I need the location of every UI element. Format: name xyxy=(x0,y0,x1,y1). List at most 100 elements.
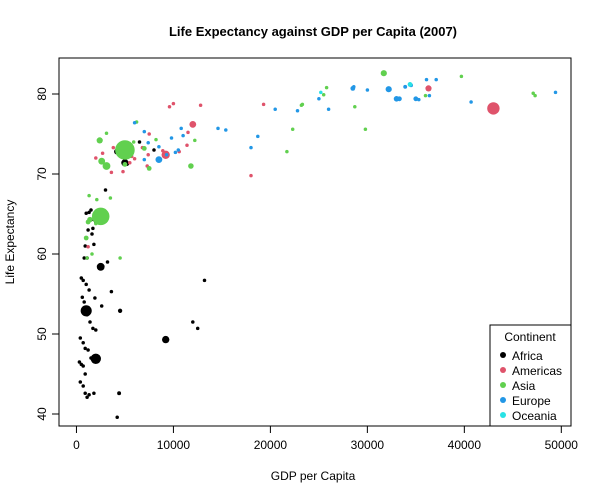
data-point xyxy=(78,380,83,384)
x-axis: 0 10000 20000 30000 40000 50000 xyxy=(73,425,579,452)
data-point xyxy=(132,157,137,161)
data-point xyxy=(176,148,181,152)
y-axis-label: Life Expectancy xyxy=(3,200,17,285)
data-point xyxy=(128,161,132,165)
data-point xyxy=(553,90,558,95)
data-point xyxy=(82,300,86,304)
data-point xyxy=(290,127,295,131)
data-point xyxy=(117,308,123,313)
data-point xyxy=(79,276,84,280)
data-point xyxy=(424,77,429,82)
data-point xyxy=(94,156,98,160)
data-point xyxy=(83,372,87,376)
chart-title: Life Expectancy against GDP per Capita (… xyxy=(169,24,457,39)
data-point xyxy=(109,170,114,175)
data-point xyxy=(147,132,151,136)
data-point xyxy=(249,173,253,178)
data-point xyxy=(152,148,156,152)
data-points xyxy=(77,70,558,419)
data-point xyxy=(181,133,185,138)
data-point xyxy=(397,96,402,102)
data-point xyxy=(157,145,161,149)
data-point xyxy=(326,107,331,111)
data-point xyxy=(88,320,92,324)
data-point xyxy=(162,335,170,344)
data-point xyxy=(98,157,106,165)
y-axis: 40 50 60 70 80 xyxy=(35,87,60,421)
data-point xyxy=(487,102,500,115)
data-point xyxy=(285,149,289,154)
data-point xyxy=(188,163,194,169)
data-point xyxy=(85,256,89,260)
data-point xyxy=(90,353,101,364)
data-point xyxy=(121,149,125,153)
data-point xyxy=(186,130,190,135)
data-point xyxy=(352,85,356,89)
data-point xyxy=(102,162,111,170)
data-point xyxy=(108,196,113,200)
data-point xyxy=(423,93,428,98)
legend-marker xyxy=(500,352,506,358)
data-point xyxy=(104,131,109,135)
data-point xyxy=(427,93,432,98)
data-point xyxy=(169,136,174,140)
data-point xyxy=(261,102,266,107)
data-point xyxy=(85,313,89,317)
data-point xyxy=(94,328,98,332)
data-point xyxy=(191,320,195,324)
data-point xyxy=(321,93,326,97)
data-point xyxy=(95,197,99,202)
data-point xyxy=(80,295,85,299)
data-point xyxy=(78,336,83,340)
data-point xyxy=(425,85,432,92)
data-point xyxy=(363,127,368,131)
data-point xyxy=(154,137,158,142)
data-point xyxy=(249,145,253,150)
data-point xyxy=(198,103,203,107)
data-point xyxy=(324,85,329,90)
data-point xyxy=(132,121,137,125)
legend-label: Asia xyxy=(512,379,536,393)
y-tick-label: 70 xyxy=(35,167,49,181)
data-point xyxy=(81,341,85,345)
data-point xyxy=(87,193,91,198)
data-point xyxy=(92,242,96,247)
data-point xyxy=(195,326,200,331)
data-point xyxy=(87,393,91,397)
data-point xyxy=(89,208,93,212)
data-point xyxy=(111,145,116,150)
data-point xyxy=(131,140,136,144)
legend-label: Europe xyxy=(512,394,551,408)
data-point xyxy=(99,304,104,308)
data-point xyxy=(403,84,408,89)
data-point xyxy=(256,134,260,139)
data-point xyxy=(146,153,150,157)
data-point xyxy=(122,162,128,167)
data-point xyxy=(185,143,189,147)
data-point xyxy=(317,97,321,101)
x-tick-label: 30000 xyxy=(351,438,385,452)
y-tick-label: 60 xyxy=(35,247,49,261)
data-point xyxy=(91,326,95,331)
x-tick-label: 0 xyxy=(73,438,80,452)
data-point xyxy=(146,141,150,145)
legend-marker xyxy=(500,397,506,403)
x-tick-label: 50000 xyxy=(545,438,579,452)
y-tick-label: 80 xyxy=(35,87,49,101)
y-tick-label: 40 xyxy=(35,407,49,421)
data-point xyxy=(85,395,89,399)
data-point xyxy=(115,415,119,419)
data-point xyxy=(81,384,85,388)
data-point xyxy=(531,91,535,95)
data-point xyxy=(86,245,90,249)
data-point xyxy=(84,282,88,287)
legend-box xyxy=(489,324,572,427)
data-point xyxy=(164,153,169,157)
legend: Continent AfricaAmericasAsiaEuropeOceani… xyxy=(489,324,572,427)
data-point xyxy=(300,102,305,107)
data-point xyxy=(179,126,183,131)
x-tick-label: 40000 xyxy=(448,438,482,452)
data-point xyxy=(105,260,110,264)
data-point xyxy=(121,169,125,174)
data-point xyxy=(83,346,87,351)
